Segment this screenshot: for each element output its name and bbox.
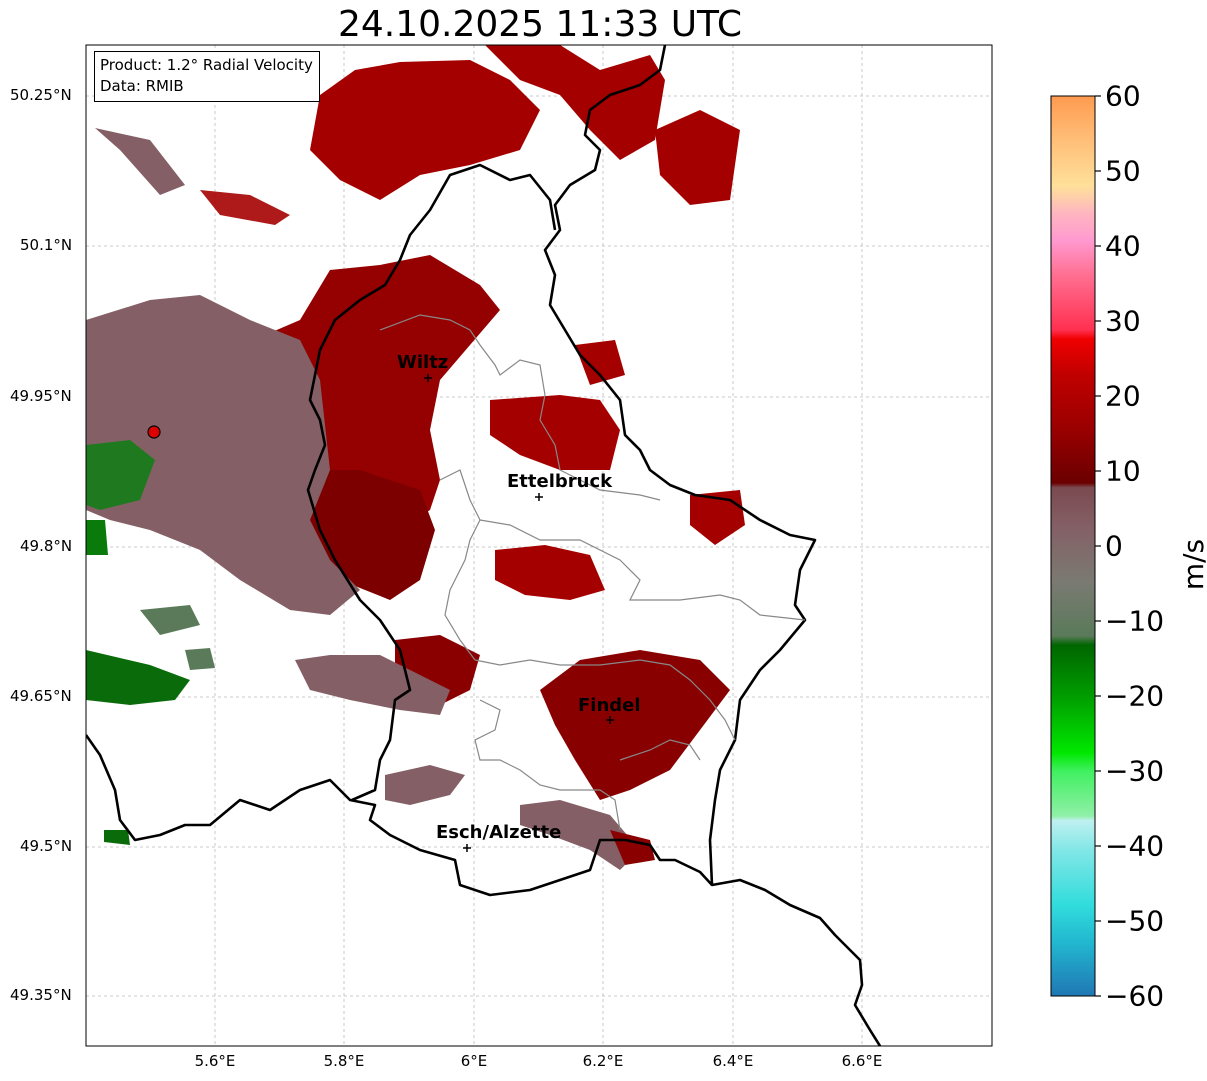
colorbar-unit-label: m/s	[1177, 538, 1207, 591]
echo-east-border	[690, 490, 745, 545]
product-info-box: Product: 1.2° Radial Velocity Data: RMIB	[94, 51, 320, 102]
colorbar-tick-label: 20	[1105, 379, 1141, 413]
echo-mid	[495, 545, 605, 600]
colorbar-tick-label: 10	[1105, 454, 1141, 488]
echo-esch	[520, 800, 640, 870]
colorbar-tick-label: 60	[1105, 79, 1141, 113]
echo-gray-green	[140, 605, 200, 635]
echo-green-west	[86, 440, 155, 510]
echo-findel	[540, 650, 730, 800]
colorbar-tick-label: −40	[1105, 829, 1165, 863]
echo-green-west2	[86, 520, 108, 555]
colorbar-ticks	[1095, 95, 1101, 997]
colorbar-tick-label: 40	[1105, 229, 1141, 263]
map-title: 24.10.2025 11:33 UTC	[337, 4, 743, 45]
echo-mauve-south	[295, 655, 450, 715]
radar-site-marker	[147, 425, 161, 439]
lat-label: 50.25°N	[10, 86, 72, 104]
product-label: Product: 1.2° Radial Velocity	[100, 56, 313, 74]
lon-label: 6.6°E	[841, 1052, 883, 1070]
colorbar-tick-label: −20	[1105, 679, 1165, 713]
echo-east-center	[490, 395, 620, 470]
echo-east-small	[575, 340, 625, 385]
echo-green-sw2	[185, 648, 215, 670]
city-label-esch: Esch/Alzette	[436, 822, 561, 843]
echo-mauve-nw	[95, 128, 185, 195]
data-source-label: Data: RMIB	[100, 77, 184, 95]
city-label-wiltz: Wiltz	[397, 352, 448, 373]
lat-label: 49.8°N	[20, 537, 73, 555]
city-label-ettelbruck: Ettelbruck	[507, 471, 613, 492]
lat-label: 49.95°N	[10, 387, 72, 405]
lon-label: 6.2°E	[582, 1052, 624, 1070]
lon-label: 5.8°E	[323, 1052, 365, 1070]
colorbar-tick-label: 50	[1105, 154, 1141, 188]
lat-label: 50.1°N	[20, 236, 73, 254]
city-label-findel: Findel	[578, 695, 641, 716]
echo-mauve-west	[86, 295, 360, 615]
city-markers	[424, 374, 614, 852]
echo-wiltz	[160, 255, 500, 530]
echo-mauve-south2	[385, 765, 465, 805]
echo-green-sw	[86, 650, 190, 705]
echo-north	[310, 60, 540, 200]
echo-green-s	[104, 830, 130, 845]
colorbar-tick-label: −50	[1105, 904, 1165, 938]
lat-label: 49.65°N	[10, 687, 72, 705]
colorbar-tick-label: 30	[1105, 304, 1141, 338]
radar-echoes	[86, 45, 745, 870]
colorbar-tick-label: 0	[1105, 529, 1123, 563]
country-borders	[86, 45, 882, 1046]
lon-label: 5.6°E	[194, 1052, 236, 1070]
colorbar-tick-label: −10	[1105, 604, 1165, 638]
echo-northeast	[485, 45, 665, 160]
echo-north-scatter	[200, 190, 290, 225]
colorbar-tick-label: −60	[1105, 979, 1165, 1013]
colorbar-tick-label: −30	[1105, 754, 1165, 788]
lat-label: 49.5°N	[20, 837, 73, 855]
canton-borders	[379, 314, 806, 831]
echo-far-northeast	[655, 110, 740, 205]
lat-label: 49.35°N	[10, 986, 72, 1004]
plot-frame	[85, 44, 993, 1047]
lon-label: 6.4°E	[712, 1052, 754, 1070]
lon-label: 6°E	[460, 1052, 488, 1070]
colorbar	[1050, 95, 1096, 997]
